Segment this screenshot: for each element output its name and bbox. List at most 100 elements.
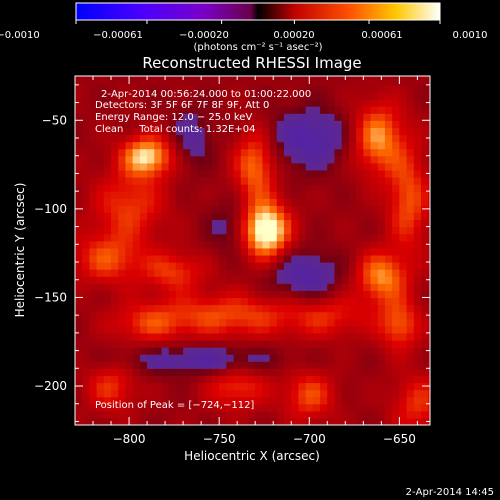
- heatmap-cell: [147, 396, 155, 405]
- heatmap-cell: [399, 396, 408, 405]
- heatmap-cell: [334, 283, 343, 291]
- heatmap-cell: [226, 262, 235, 270]
- heatmap-cell: [161, 162, 170, 171]
- heatmap-cell: [103, 368, 112, 376]
- heatmap-cell: [377, 162, 386, 171]
- heatmap-cell: [320, 148, 328, 157]
- heatmap-cell: [233, 254, 242, 263]
- heatmap-cell: [233, 99, 242, 107]
- heatmap-cell: [291, 368, 300, 376]
- heatmap-cell: [377, 276, 386, 284]
- heatmap-cell: [103, 269, 112, 277]
- heatmap-cell: [161, 226, 170, 235]
- heatmap-cell: [305, 113, 314, 121]
- heatmap-cell: [356, 106, 364, 114]
- heatmap-cell: [147, 410, 155, 419]
- heatmap-cell: [305, 134, 314, 143]
- heatmap-cell: [399, 120, 408, 128]
- heatmap-cell: [298, 247, 307, 256]
- heatmap-cell: [305, 233, 314, 242]
- heatmap-cell: [334, 254, 343, 263]
- heatmap-cell: [392, 240, 400, 249]
- heatmap-cell: [219, 233, 227, 242]
- heatmap-cell: [204, 155, 213, 164]
- heatmap-cell: [233, 113, 242, 121]
- heatmap-cell: [147, 318, 155, 327]
- heatmap-cell: [147, 254, 155, 263]
- heatmap-cell: [96, 354, 105, 362]
- heatmap-cell: [377, 290, 386, 299]
- heatmap-cell: [147, 184, 155, 192]
- heatmap-cell: [226, 375, 235, 384]
- heatmap-cell: [183, 219, 191, 228]
- heatmap-cell: [269, 382, 278, 391]
- heatmap-cell: [154, 113, 163, 121]
- heatmap-cell: [183, 375, 191, 384]
- heatmap-cell: [341, 410, 350, 419]
- heatmap-cell: [399, 176, 408, 185]
- heatmap-cell: [262, 99, 271, 107]
- heatmap-cell: [291, 148, 300, 157]
- heatmap-cell: [125, 247, 134, 256]
- heatmap-cell: [312, 276, 321, 284]
- heatmap-cell: [341, 290, 350, 299]
- heatmap-cell: [147, 276, 155, 284]
- heatmap-cell: [211, 226, 220, 235]
- heatmap-cell: [204, 247, 213, 256]
- heatmap-cell: [377, 332, 386, 341]
- heatmap-cell: [370, 389, 379, 398]
- heatmap-cell: [312, 148, 321, 157]
- heatmap-cell: [305, 375, 314, 384]
- heatmap-cell: [298, 290, 307, 299]
- heatmap-cell: [327, 325, 336, 334]
- heatmap-cell: [363, 247, 372, 256]
- heatmap-cell: [384, 403, 393, 412]
- heatmap-cell: [219, 176, 227, 185]
- heatmap-cell: [75, 226, 83, 235]
- heatmap-cell: [204, 162, 213, 171]
- heatmap-cell: [406, 283, 415, 291]
- heatmap-cell: [334, 389, 343, 398]
- heatmap-cell: [103, 332, 112, 341]
- heatmap-cell: [377, 169, 386, 178]
- heatmap-cell: [255, 410, 264, 419]
- heatmap-cell: [255, 155, 264, 164]
- heatmap-cell: [420, 368, 429, 376]
- heatmap-cell: [269, 226, 278, 235]
- heatmap-cell: [312, 240, 321, 249]
- heatmap-cell: [111, 389, 119, 398]
- heatmap-cell: [161, 155, 170, 164]
- heatmap-cell: [247, 169, 256, 178]
- heatmap-cell: [392, 311, 400, 320]
- heatmap-cell: [276, 375, 285, 384]
- heatmap-cell: [370, 311, 379, 320]
- heatmap-cell: [183, 148, 191, 157]
- heatmap-cell: [255, 77, 264, 86]
- heatmap-cell: [96, 84, 105, 93]
- heatmap-cell: [262, 262, 271, 270]
- heatmap-cell: [269, 325, 278, 334]
- heatmap-cell: [211, 148, 220, 157]
- heatmap-cell: [125, 141, 134, 150]
- heatmap-cell: [75, 141, 83, 150]
- heatmap-cell: [125, 325, 134, 334]
- heatmap-cell: [356, 113, 364, 121]
- heatmap-cell: [89, 113, 98, 121]
- heatmap-cell: [190, 325, 199, 334]
- heatmap-cell: [103, 347, 112, 355]
- heatmap-cell: [327, 396, 336, 405]
- heatmap-cell: [190, 240, 199, 249]
- heatmap-cell: [406, 212, 415, 221]
- heatmap-cell: [132, 332, 141, 341]
- heatmap-cell: [197, 262, 206, 270]
- heatmap-cell: [168, 141, 177, 150]
- heatmap-cell: [406, 120, 415, 128]
- heatmap-cell: [298, 318, 307, 327]
- heatmap-cell: [428, 354, 430, 362]
- heatmap-cell: [413, 162, 422, 171]
- colorbar-tick-label: 0.00020: [273, 30, 314, 41]
- heatmap-cell: [276, 290, 285, 299]
- heatmap-cell: [175, 127, 184, 136]
- heatmap-cell: [219, 184, 227, 192]
- heatmap-cell: [96, 184, 105, 192]
